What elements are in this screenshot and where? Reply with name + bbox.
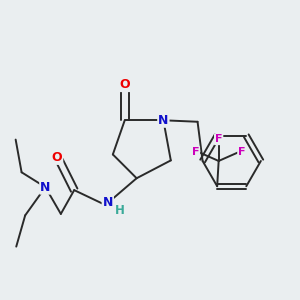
- Text: N: N: [158, 114, 169, 127]
- Text: O: O: [52, 151, 62, 164]
- Text: N: N: [40, 181, 51, 194]
- Text: F: F: [215, 134, 222, 144]
- Text: F: F: [192, 147, 199, 157]
- Text: H: H: [115, 204, 124, 218]
- Text: N: N: [103, 196, 113, 208]
- Text: O: O: [119, 78, 130, 91]
- Text: F: F: [238, 147, 246, 157]
